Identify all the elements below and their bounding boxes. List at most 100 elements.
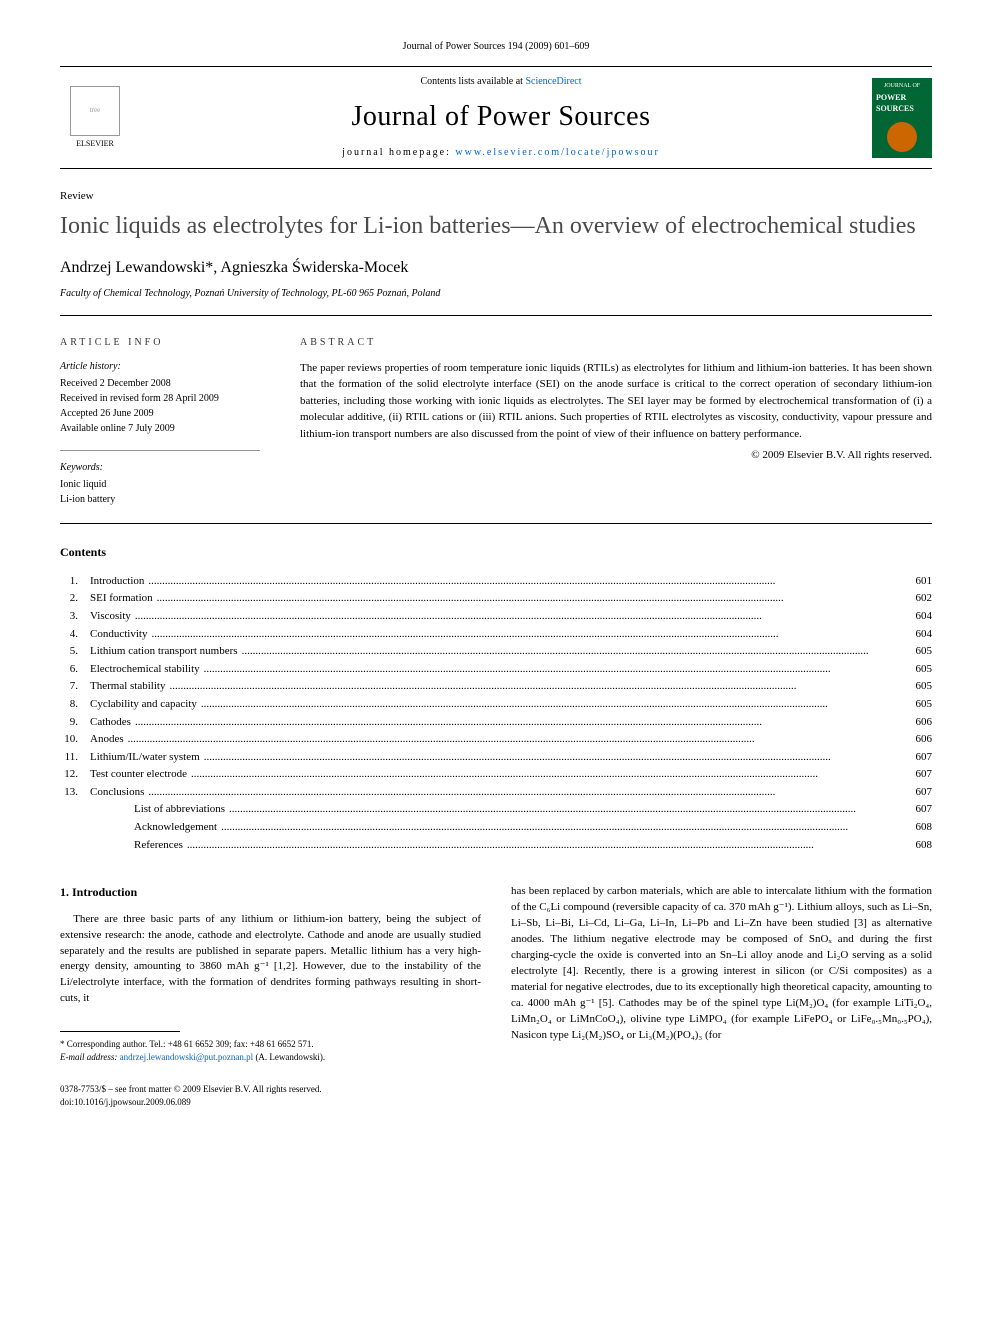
toc-number: 11. xyxy=(60,749,90,767)
toc-number: 12. xyxy=(60,766,90,784)
body-column-right: has been replaced by carbon materials, w… xyxy=(511,884,932,1063)
toc-page: 604 xyxy=(916,626,933,644)
toc-leader-dots xyxy=(144,573,915,591)
homepage-prefix: journal homepage: xyxy=(342,147,455,158)
abstract-text: The paper reviews properties of room tem… xyxy=(300,360,932,443)
toc-label: Cathodes xyxy=(90,714,131,732)
toc-entry[interactable]: 4.Conductivity604 xyxy=(60,626,932,644)
email-link[interactable]: andrzej.lewandowski@put.poznan.pl xyxy=(120,1052,254,1062)
toc-entry[interactable]: 6.Electrochemical stability605 xyxy=(60,661,932,679)
body-columns: 1. Introduction There are three basic pa… xyxy=(60,884,932,1063)
toc-number: 1. xyxy=(60,573,90,591)
authors: Andrzej Lewandowski*, Agnieszka Świdersk… xyxy=(60,257,932,279)
toc-label: Lithium cation transport numbers xyxy=(90,643,238,661)
toc-page: 608 xyxy=(916,837,933,855)
footer-doi: doi:10.1016/j.jpowsour.2009.06.089 xyxy=(60,1096,932,1109)
toc-page: 607 xyxy=(916,749,933,767)
toc-page: 605 xyxy=(916,678,933,696)
toc-page: 607 xyxy=(916,784,933,802)
publisher-name: ELSEVIER xyxy=(76,138,114,149)
toc-leader-dots xyxy=(165,678,915,696)
toc-leader-dots xyxy=(225,801,915,819)
running-header: Journal of Power Sources 194 (2009) 601–… xyxy=(60,40,932,54)
toc-number: 3. xyxy=(60,608,90,626)
toc-page: 606 xyxy=(916,731,933,749)
toc-label: Introduction xyxy=(90,573,144,591)
journal-name: Journal of Power Sources xyxy=(130,97,872,136)
toc-entry[interactable]: 3.Viscosity604 xyxy=(60,608,932,626)
toc-entry[interactable]: 1.Introduction 601 xyxy=(60,573,932,591)
keywords-head: Keywords: xyxy=(60,450,260,475)
contents-prefix: Contents lists available at xyxy=(420,76,525,87)
toc-entry[interactable]: 5.Lithium cation transport numbers 605 xyxy=(60,643,932,661)
toc-number: 7. xyxy=(60,678,90,696)
toc-label: Anodes xyxy=(90,731,124,749)
toc-leader-dots xyxy=(131,714,916,732)
email-suffix: (A. Lewandowski). xyxy=(255,1052,325,1062)
toc-entry[interactable]: 13.Conclusions607 xyxy=(60,784,932,802)
cover-supertitle: JOURNAL OF xyxy=(884,82,920,90)
toc-page: 607 xyxy=(916,766,933,784)
affiliation: Faculty of Chemical Technology, Poznań U… xyxy=(60,287,932,316)
abstract-copyright: © 2009 Elsevier B.V. All rights reserved… xyxy=(300,448,932,463)
article-info: article info Article history: Received 2… xyxy=(60,336,260,507)
toc-page: 607 xyxy=(916,801,933,819)
contents: Contents 1.Introduction 6012.SEI formatio… xyxy=(60,544,932,854)
article-info-head: article info xyxy=(60,336,260,350)
email-label: E-mail address: xyxy=(60,1052,117,1062)
homepage-link[interactable]: www.elsevier.com/locate/jpowsour xyxy=(455,147,659,158)
toc-label: Thermal stability xyxy=(90,678,165,696)
toc-page: 601 xyxy=(916,573,933,591)
toc-leader-dots xyxy=(200,749,916,767)
toc-entry[interactable]: 2.SEI formation602 xyxy=(60,590,932,608)
toc-number: 5. xyxy=(60,643,90,661)
toc-entry[interactable]: List of abbreviations 607 xyxy=(60,801,932,819)
email-footnote: E-mail address: andrzej.lewandowski@put.… xyxy=(60,1051,481,1064)
toc-entry[interactable]: Acknowledgement608 xyxy=(60,819,932,837)
toc-leader-dots xyxy=(200,661,916,679)
history-item: Received 2 December 2008 xyxy=(60,376,260,391)
toc-label: Viscosity xyxy=(90,608,131,626)
toc-leader-dots xyxy=(124,731,916,749)
toc-number: 13. xyxy=(60,784,90,802)
toc-leader-dots xyxy=(144,784,915,802)
cover-graphic-icon xyxy=(887,122,917,152)
toc-entry[interactable]: 7.Thermal stability 605 xyxy=(60,678,932,696)
cover-title: POWER SOURCES xyxy=(876,92,928,114)
contents-available: Contents lists available at ScienceDirec… xyxy=(130,75,872,89)
toc-leader-dots xyxy=(131,608,916,626)
toc-page: 605 xyxy=(916,661,933,679)
abstract-head: abstract xyxy=(300,336,932,350)
body-paragraph: There are three basic parts of any lithi… xyxy=(60,912,481,1008)
toc-label: List of abbreviations xyxy=(90,801,225,819)
section-heading: 1. Introduction xyxy=(60,884,481,901)
article-title: Ionic liquids as electrolytes for Li-ion… xyxy=(60,211,932,241)
keyword: Li-ion battery xyxy=(60,492,260,507)
toc-page: 605 xyxy=(916,696,933,714)
contents-heading: Contents xyxy=(60,544,932,561)
publisher-logo: tree ELSEVIER xyxy=(60,78,130,158)
info-abstract-row: article info Article history: Received 2… xyxy=(60,336,932,524)
toc-number: 6. xyxy=(60,661,90,679)
toc-label: Acknowledgement xyxy=(90,819,217,837)
toc-label: References xyxy=(90,837,183,855)
masthead: tree ELSEVIER Contents lists available a… xyxy=(60,66,932,169)
toc-number: 9. xyxy=(60,714,90,732)
toc-leader-dots xyxy=(187,766,916,784)
toc-entry[interactable]: 10.Anodes606 xyxy=(60,731,932,749)
toc-label: Conductivity xyxy=(90,626,147,644)
abstract: abstract The paper reviews properties of… xyxy=(300,336,932,507)
toc-entry[interactable]: 12.Test counter electrode607 xyxy=(60,766,932,784)
toc-entry[interactable]: 11.Lithium/IL/water system607 xyxy=(60,749,932,767)
toc-entry[interactable]: 8.Cyclability and capacity605 xyxy=(60,696,932,714)
toc-entry[interactable]: 9.Cathodes606 xyxy=(60,714,932,732)
history-item: Available online 7 July 2009 xyxy=(60,421,260,436)
sciencedirect-link[interactable]: ScienceDirect xyxy=(525,76,581,87)
journal-cover-thumbnail: JOURNAL OF POWER SOURCES xyxy=(872,78,932,158)
body-column-left: 1. Introduction There are three basic pa… xyxy=(60,884,481,1063)
toc-page: 605 xyxy=(916,643,933,661)
toc-label: SEI formation xyxy=(90,590,153,608)
toc-entry[interactable]: References 608 xyxy=(60,837,932,855)
toc-label: Cyclability and capacity xyxy=(90,696,197,714)
article-type: Review xyxy=(60,189,932,204)
